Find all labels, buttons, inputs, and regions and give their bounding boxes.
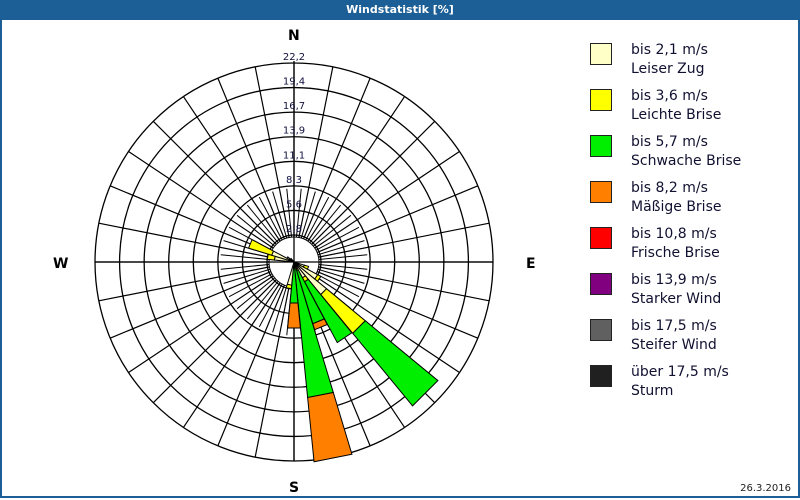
legend-item: bis 8,2 m/s Mäßige Brise bbox=[590, 179, 790, 225]
legend-swatch bbox=[590, 181, 612, 203]
legend-item: über 17,5 m/s Sturm bbox=[590, 363, 790, 409]
compass-east-label: E bbox=[526, 256, 536, 272]
legend-item: bis 13,9 m/s Starker Wind bbox=[590, 271, 790, 317]
legend-swatch bbox=[590, 319, 612, 341]
radial-tick-label: 22,2 bbox=[283, 52, 305, 63]
petal-segment bbox=[287, 302, 301, 329]
legend-item: bis 17,5 m/s Steifer Wind bbox=[590, 317, 790, 363]
compass-north-label: N bbox=[288, 28, 300, 44]
petal-segment bbox=[289, 257, 295, 263]
radial-tick-label: 19,4 bbox=[283, 77, 305, 88]
radial-tick-label: 13,9 bbox=[283, 126, 305, 137]
radial-tick-label: 2,8 bbox=[286, 224, 302, 235]
date-stamp: 26.3.2016 bbox=[740, 483, 791, 494]
legend-name: Sturm bbox=[631, 383, 674, 399]
window-title: Windstatistik [%] bbox=[0, 0, 800, 20]
legend-name: Schwache Brise bbox=[631, 153, 742, 169]
legend-swatch bbox=[590, 135, 612, 157]
petal-segment bbox=[307, 391, 353, 463]
legend-swatch bbox=[590, 273, 612, 295]
legend-swatch bbox=[590, 89, 612, 111]
legend-item: bis 2,1 m/s Leiser Zug bbox=[590, 41, 790, 87]
petal-segment bbox=[302, 264, 310, 270]
legend-item: bis 10,8 m/s Frische Brise bbox=[590, 225, 790, 271]
legend-name: Frische Brise bbox=[631, 245, 720, 261]
legend-range: bis 13,9 m/s bbox=[631, 272, 717, 288]
legend-name: Mäßige Brise bbox=[631, 199, 722, 215]
legend-range: bis 17,5 m/s bbox=[631, 318, 717, 334]
legend: bis 2,1 m/s Leiser Zug bis 3,6 m/s Leichte… bbox=[590, 41, 790, 409]
petal-segment bbox=[352, 320, 439, 407]
petal-segment bbox=[247, 238, 275, 256]
legend-range: bis 3,6 m/s bbox=[631, 88, 708, 104]
radial-tick-label: 16,7 bbox=[283, 101, 305, 112]
compass-west-label: W bbox=[53, 256, 69, 272]
legend-name: Starker Wind bbox=[631, 291, 722, 307]
wind-rose-chart: 2,8 5,6 8,3 11,1 13,9 16,7 19,4 22,2 bbox=[94, 52, 494, 463]
legend-name: Leiser Zug bbox=[631, 61, 705, 77]
legend-name: Steifer Wind bbox=[631, 337, 717, 353]
radial-tick-label: 8,3 bbox=[286, 175, 302, 186]
petal-segment bbox=[314, 274, 322, 283]
legend-range: bis 2,1 m/s bbox=[631, 42, 708, 58]
compass-south-label: S bbox=[289, 480, 300, 496]
legend-item: bis 3,6 m/s Leichte Brise bbox=[590, 87, 790, 133]
legend-swatch bbox=[590, 365, 612, 387]
legend-range: bis 10,8 m/s bbox=[631, 226, 717, 242]
legend-range: über 17,5 m/s bbox=[631, 364, 729, 380]
legend-item: bis 5,7 m/s Schwache Brise bbox=[590, 133, 790, 179]
legend-swatch bbox=[590, 43, 612, 65]
legend-range: bis 8,2 m/s bbox=[631, 180, 708, 196]
legend-swatch bbox=[590, 227, 612, 249]
radial-tick-label: 5,6 bbox=[286, 199, 302, 210]
legend-name: Leichte Brise bbox=[631, 107, 722, 123]
radial-tick-label: 11,1 bbox=[283, 150, 305, 161]
legend-range: bis 5,7 m/s bbox=[631, 134, 708, 150]
petal-segment bbox=[303, 278, 353, 344]
petal-segment bbox=[285, 283, 293, 290]
